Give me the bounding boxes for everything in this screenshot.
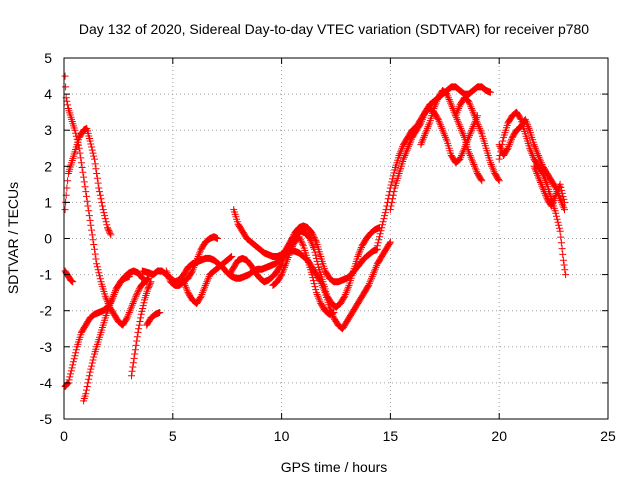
grid-lines bbox=[64, 58, 608, 419]
series-track-o bbox=[386, 105, 481, 214]
y-tick-label: 3 bbox=[44, 122, 52, 138]
data-marker-track bbox=[452, 94, 503, 185]
x-tick-label: 20 bbox=[491, 428, 507, 444]
data-marker-track bbox=[143, 309, 164, 329]
y-tick-label: 1 bbox=[44, 194, 52, 210]
series-track-l bbox=[225, 222, 381, 286]
y-tick-label: 2 bbox=[44, 158, 52, 174]
series-track-m bbox=[269, 233, 338, 318]
x-tick-label: 0 bbox=[60, 428, 68, 444]
axis-ticks bbox=[63, 57, 609, 420]
x-tick-label: 10 bbox=[274, 428, 290, 444]
series-track-f bbox=[61, 267, 77, 286]
x-tick-label: 15 bbox=[383, 428, 399, 444]
series-track-g bbox=[143, 309, 164, 329]
x-tick-label: 5 bbox=[169, 428, 177, 444]
y-tick-label: -3 bbox=[40, 339, 53, 355]
data-marker-track bbox=[386, 105, 481, 214]
series-track-a bbox=[61, 72, 153, 329]
series-track-d bbox=[80, 272, 133, 405]
series-track-t bbox=[530, 162, 568, 210]
tick-labels: 0 5 10 15 20 25 -5 -4 -3 -2 -1 0 1 2 3 4 5 bbox=[40, 50, 616, 444]
data-marker-track bbox=[80, 272, 133, 405]
chart-title: Day 132 of 2020, Sidereal Day-to-day VTE… bbox=[79, 21, 589, 37]
series-track-e bbox=[128, 278, 155, 380]
y-tick-label: -2 bbox=[40, 303, 53, 319]
x-axis-label: GPS time / hours bbox=[281, 459, 388, 475]
series-track-j bbox=[180, 253, 236, 307]
data-marker-track bbox=[180, 253, 236, 307]
y-tick-label: 0 bbox=[44, 231, 52, 247]
data-marker-track bbox=[61, 267, 77, 286]
y-tick-label: -5 bbox=[40, 411, 53, 427]
y-tick-label: 5 bbox=[44, 50, 52, 66]
y-tick-label: -1 bbox=[40, 267, 53, 283]
data-marker-track bbox=[61, 124, 115, 239]
data-marker-track bbox=[269, 233, 338, 318]
series-track-q bbox=[452, 94, 503, 185]
x-tick-label: 25 bbox=[600, 428, 616, 444]
data-marker-track bbox=[225, 222, 381, 286]
data-marker-track bbox=[128, 278, 155, 380]
data-points bbox=[61, 72, 570, 405]
y-axis-label: SDTVAR / TECUs bbox=[5, 182, 21, 294]
data-marker-track bbox=[530, 162, 568, 210]
y-tick-label: -4 bbox=[40, 375, 53, 391]
series-track-b bbox=[61, 124, 115, 239]
y-tick-label: 4 bbox=[44, 86, 52, 102]
data-marker-track bbox=[61, 72, 153, 329]
